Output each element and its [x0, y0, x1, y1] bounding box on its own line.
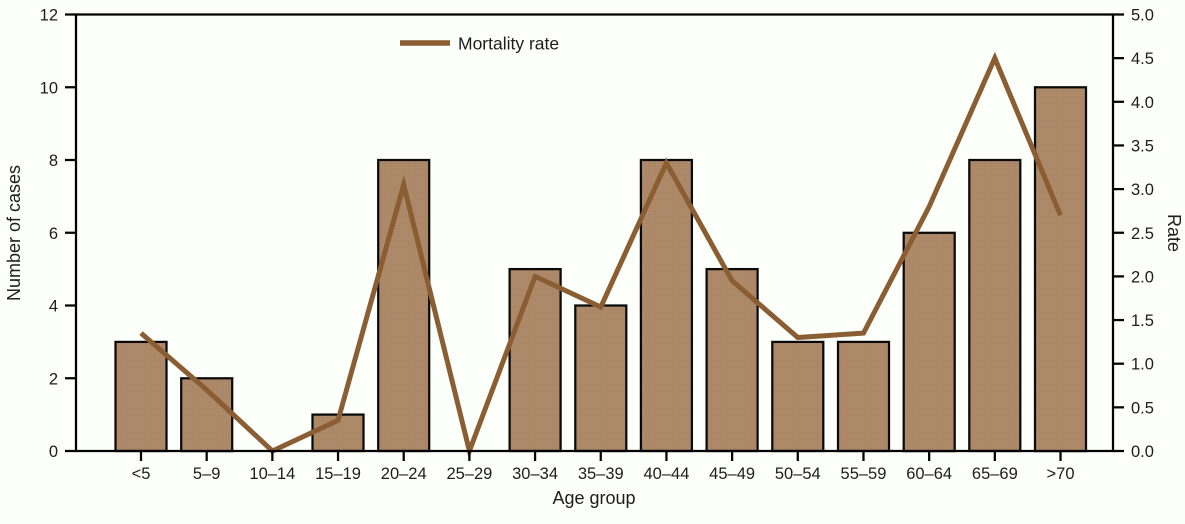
mortality-line-group: [139, 51, 1063, 460]
x-tick-label: 25–29: [446, 465, 492, 483]
y-left-tick-label: 12: [40, 7, 58, 25]
legend-label: Mortality rate: [458, 34, 559, 54]
y-right-tick-label: 1.0: [1131, 356, 1154, 374]
x-tick-label: 45–49: [709, 465, 755, 483]
x-tick-label: 15–19: [315, 465, 361, 483]
y-right-tick-label: 3.5: [1131, 137, 1154, 155]
bar-50–54: [771, 340, 825, 453]
x-tick-label: 20–24: [381, 465, 427, 483]
y-right-tick-label: 0.5: [1131, 399, 1154, 417]
x-tick-label: 60–64: [906, 465, 952, 483]
y-right-tick-label: 1.5: [1131, 312, 1154, 330]
bar-65–69: [968, 158, 1022, 453]
x-tick-label: 5–9: [193, 465, 221, 483]
y-axis-right-title: Rate: [1164, 214, 1184, 252]
bars-group: [114, 86, 1088, 453]
bar-35–39: [574, 304, 628, 453]
y-right-tick-label: 3.0: [1131, 181, 1154, 199]
x-tick-label: 30–34: [512, 465, 558, 483]
bar-20–24: [377, 158, 431, 453]
bar-45–49: [705, 267, 759, 453]
axes-group: [65, 13, 1124, 461]
bar-30–34: [508, 267, 562, 453]
y-right-tick-label: 4.0: [1131, 94, 1154, 112]
y-right-tick-label: 2.5: [1131, 225, 1154, 243]
x-tick-label: 65–69: [972, 465, 1018, 483]
mortality-rate-line: [139, 51, 1063, 460]
tick-labels-group: 0 2 4 6 8 10 12 0.0 0.5 1.0 1.5 2.0 2.5 3.0 3.5 4.0 4.5 5…: [40, 7, 1154, 484]
y-right-tick-label: 2.0: [1131, 268, 1154, 286]
x-tick-label: 55–59: [841, 465, 887, 483]
y-right-tick-label: 5.0: [1131, 7, 1154, 25]
y-right-tick-label: 4.5: [1131, 50, 1154, 68]
legend: Mortality rate: [400, 34, 559, 54]
y-left-tick-label: 6: [49, 225, 58, 243]
y-axis-left-title: Number of cases: [4, 165, 24, 301]
x-tick-label: 50–54: [775, 465, 821, 483]
y-left-tick-label: 8: [49, 152, 58, 170]
y-left-tick-label: 4: [49, 298, 58, 316]
bar-<5: [114, 340, 168, 453]
bar->70: [1033, 86, 1088, 453]
x-axis-title: Age group: [552, 488, 635, 508]
bar-55–59: [836, 340, 891, 453]
y-left-tick-label: 0: [49, 443, 58, 461]
x-tick-label: 40–44: [643, 465, 689, 483]
x-tick-label: 35–39: [578, 465, 624, 483]
x-tick-label: <5: [132, 465, 151, 483]
y-left-tick-label: 2: [49, 370, 58, 388]
bar-60–64: [902, 231, 956, 453]
x-tick-label: 10–14: [249, 465, 295, 483]
y-right-tick-label: 0.0: [1131, 443, 1154, 461]
y-left-tick-label: 10: [40, 79, 58, 97]
x-tick-label: >70: [1047, 465, 1075, 483]
